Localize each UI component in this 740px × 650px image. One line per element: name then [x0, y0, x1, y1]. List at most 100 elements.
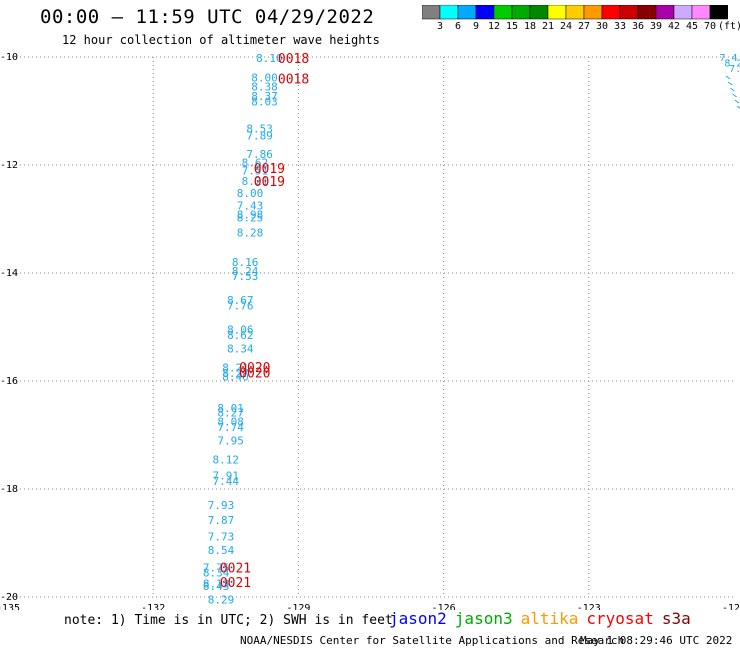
colorbar-label: 45 [685, 21, 699, 32]
time-label: 0020 [239, 366, 270, 381]
swh-point-label: 7.93 [208, 499, 235, 512]
edge-swh-label: 7.9 [729, 64, 740, 75]
colorbar-label: 15 [505, 21, 519, 32]
swh-point-label: 8.62 [242, 156, 269, 169]
edge-swh-label: 8.2 [724, 58, 740, 69]
chart-title: 00:00 – 11:59 UTC 04/29/2022 [40, 6, 375, 28]
colorbar-label: 21 [541, 21, 555, 32]
y-tick-label: -16 [0, 376, 18, 387]
swh-point-label: 7.51 [242, 164, 269, 177]
colorbar [422, 5, 728, 20]
swh-point-label: 8.00 [251, 72, 278, 85]
swh-point-label: 8.37 [251, 90, 278, 103]
swh-point-label: 7.91 [213, 470, 240, 483]
swh-point-label: 7.43 [237, 200, 264, 213]
time-label: 0019 [254, 175, 285, 190]
colorbar-label: 36 [631, 21, 645, 32]
swh-point-label: 8.53 [246, 122, 273, 135]
colorbar-label: 70 [703, 21, 717, 32]
time-label: 0018 [278, 52, 309, 67]
edge-track-mark [734, 99, 740, 104]
swh-point-label: 7.74 [217, 421, 244, 434]
colorbar-unit: (ft) [718, 21, 740, 32]
swh-point-label: 7.44 [213, 475, 240, 488]
colorbar-label: 33 [613, 21, 627, 32]
time-label: 0019 [254, 162, 285, 177]
x-tick-label: -132 [141, 603, 165, 610]
edge-track-mark [736, 105, 740, 109]
time-label: 0018 [278, 73, 309, 88]
colorbar-label: 12 [487, 21, 501, 32]
swh-point-label: 8.25 [237, 211, 264, 224]
colorbar-labels: 3 6 9 12 15 18 21 24 27 30 33 36 39 42 45 70 [422, 21, 740, 35]
swh-point-label: 7.89 [246, 129, 273, 142]
satellite-legend: jason2 jason3 altika cryosat s3a [389, 609, 699, 628]
swh-point-label: 8.12 [213, 453, 240, 466]
swh-point-label: 8.16 [232, 256, 259, 269]
time-label: 0020 [239, 361, 270, 376]
swh-point-label: 8.00 [237, 187, 264, 200]
colorbar-label: 6 [454, 21, 462, 32]
swh-point-label: 8.13 [203, 578, 230, 591]
x-tick-label: -126 [432, 603, 456, 610]
swh-point-label: 8.27 [217, 406, 244, 419]
satellite-legend-cryosat: cryosat [586, 609, 654, 628]
colorbar-label: 24 [559, 21, 573, 32]
swh-point-label: 8.43 [203, 580, 230, 593]
edge-track-mark [727, 81, 733, 86]
swh-point-label: 7.87 [208, 514, 235, 527]
y-tick-label: -14 [0, 268, 18, 279]
swh-point-label: 7.95 [217, 434, 244, 447]
edge-track-mark [725, 75, 731, 80]
swh-point-label: 7.76 [227, 299, 254, 312]
footer-note: note: 1) Time is in UTC; 2) SWH is in fe… [64, 613, 393, 628]
swh-point-label: 8.10 [256, 52, 283, 65]
x-tick-label: -135 [0, 603, 20, 610]
x-tick-label: -129 [286, 603, 310, 610]
x-tick-label: -123 [577, 603, 601, 610]
edge-track-mark [730, 87, 735, 92]
swh-point-label: 8.29 [208, 594, 235, 607]
colorbar-label: 42 [667, 21, 681, 32]
swh-point-label: 8.03 [251, 95, 278, 108]
swh-point-label: 8.28 [237, 227, 264, 240]
colorbar-label: 9 [472, 21, 480, 32]
swh-point-label: 7.75 [203, 561, 230, 574]
colorbar-label: 27 [577, 21, 591, 32]
swh-point-label: 7.86 [246, 148, 273, 161]
swh-point-label: 8.98 [237, 209, 264, 222]
swh-point-label: 8.54 [208, 544, 235, 557]
edge-track-mark [732, 93, 737, 98]
y-tick-label: -12 [0, 160, 18, 171]
colorbar-swatch-16 [709, 5, 728, 20]
chart-subtitle: 12 hour collection of altimeter wave hei… [62, 33, 380, 47]
swh-point-label: 8.34 [203, 567, 230, 580]
swh-point-label: 7.73 [208, 531, 235, 544]
colorbar-label: 30 [595, 21, 609, 32]
satellite-legend-s3a: s3a [661, 609, 691, 628]
swh-point-label: 8.21 [222, 362, 249, 375]
time-label: 0021 [220, 576, 251, 591]
y-tick-label: -10 [0, 52, 18, 63]
x-tick-label: -120 [722, 603, 740, 610]
wave-height-map: -135 -132 -129 -126 -123 -120 -10 -12 -14 -16 -18 -… [0, 52, 740, 610]
swh-point-label: 8.08 [217, 416, 244, 429]
swh-point-label: 8.01 [217, 402, 244, 415]
y-tick-label: -20 [0, 592, 18, 603]
satellite-legend-altika: altika [520, 609, 579, 628]
satellite-legend-jason2: jason2 [389, 609, 447, 628]
generated-timestamp: May 1 08:29:46 UTC 2022 [580, 634, 733, 647]
swh-point-label: 8.67 [227, 294, 254, 307]
swh-point-label: 8.21 [242, 175, 269, 188]
swh-point-label: 8.27 [222, 367, 249, 380]
swh-point-label: 7.53 [232, 270, 259, 283]
satellite-legend-jason3: jason3 [454, 609, 513, 628]
colorbar-label: 18 [523, 21, 537, 32]
swh-point-label: 8.34 [227, 343, 254, 356]
colorbar-label: 39 [649, 21, 663, 32]
swh-point-label: 8.24 [232, 265, 259, 278]
swh-point-label: 8.40 [222, 371, 249, 384]
colorbar-label: 3 [436, 21, 444, 32]
time-label: 0021 [220, 561, 251, 576]
swh-point-label: 8.62 [227, 329, 254, 342]
